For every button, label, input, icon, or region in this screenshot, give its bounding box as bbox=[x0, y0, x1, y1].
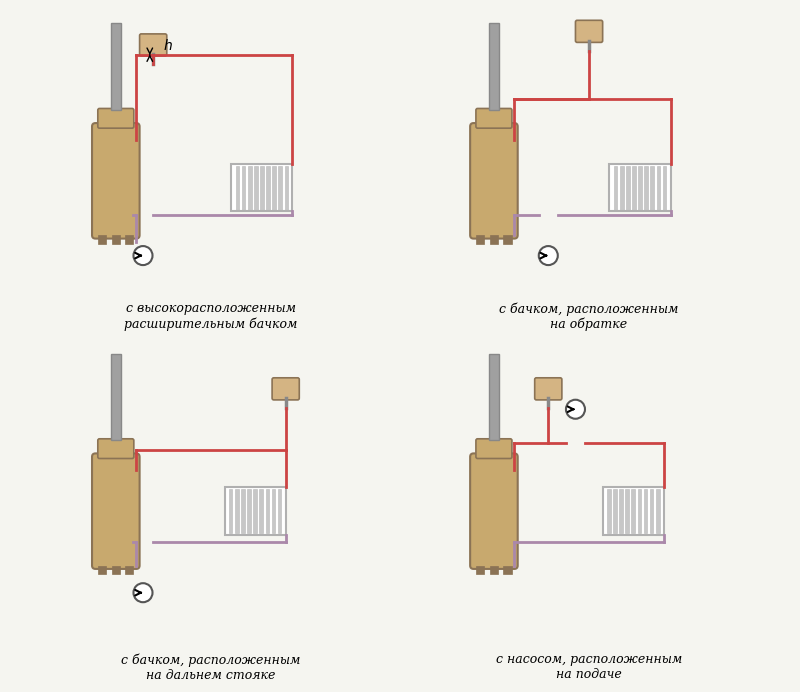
Text: с насосом, расположенным
на подаче: с насосом, расположенным на подаче bbox=[496, 653, 682, 682]
Bar bbox=[229, 489, 233, 534]
Bar bbox=[610, 164, 670, 212]
Bar bbox=[602, 487, 664, 535]
Text: с бачком, расположенным
на дальнем стояке: с бачком, расположенным на дальнем стояк… bbox=[122, 653, 301, 682]
Bar bbox=[650, 489, 654, 534]
Circle shape bbox=[538, 246, 558, 265]
Bar bbox=[112, 235, 120, 244]
Bar bbox=[236, 165, 239, 210]
Text: с бачком, расположенным
на обратке: с бачком, расположенным на обратке bbox=[499, 302, 678, 331]
Bar bbox=[489, 354, 499, 441]
Bar bbox=[638, 489, 641, 534]
Bar bbox=[476, 235, 485, 244]
Bar bbox=[248, 165, 251, 210]
Bar bbox=[272, 165, 276, 210]
Bar bbox=[619, 489, 623, 534]
Circle shape bbox=[134, 583, 153, 602]
FancyBboxPatch shape bbox=[476, 109, 512, 128]
Bar bbox=[225, 487, 286, 535]
Bar bbox=[126, 565, 134, 574]
Bar bbox=[631, 489, 635, 534]
Bar bbox=[242, 165, 246, 210]
Bar bbox=[272, 489, 275, 534]
Bar bbox=[476, 565, 485, 574]
Circle shape bbox=[566, 400, 585, 419]
Bar bbox=[260, 165, 264, 210]
FancyBboxPatch shape bbox=[139, 34, 166, 56]
FancyBboxPatch shape bbox=[470, 453, 518, 569]
Bar bbox=[614, 165, 618, 210]
FancyBboxPatch shape bbox=[92, 123, 139, 239]
FancyBboxPatch shape bbox=[98, 439, 134, 459]
Bar bbox=[489, 24, 499, 110]
Bar bbox=[503, 235, 511, 244]
Bar bbox=[626, 165, 630, 210]
Bar bbox=[657, 165, 660, 210]
Bar bbox=[650, 165, 654, 210]
Bar bbox=[98, 565, 106, 574]
Bar bbox=[620, 165, 623, 210]
Bar bbox=[503, 565, 511, 574]
Bar bbox=[259, 489, 263, 534]
Bar bbox=[607, 489, 610, 534]
Bar bbox=[231, 164, 293, 212]
FancyBboxPatch shape bbox=[272, 378, 299, 400]
Bar bbox=[98, 235, 106, 244]
Bar bbox=[285, 165, 288, 210]
FancyBboxPatch shape bbox=[476, 439, 512, 459]
Bar bbox=[235, 489, 238, 534]
Bar bbox=[110, 354, 121, 441]
FancyBboxPatch shape bbox=[470, 123, 518, 239]
Bar bbox=[266, 165, 270, 210]
Circle shape bbox=[134, 246, 153, 265]
FancyBboxPatch shape bbox=[92, 453, 139, 569]
Bar bbox=[241, 489, 245, 534]
FancyBboxPatch shape bbox=[534, 378, 562, 400]
Bar bbox=[266, 489, 269, 534]
Bar bbox=[656, 489, 659, 534]
Bar bbox=[278, 165, 282, 210]
Bar bbox=[626, 489, 629, 534]
Bar bbox=[254, 489, 257, 534]
Bar bbox=[632, 165, 636, 210]
Bar bbox=[644, 489, 647, 534]
FancyBboxPatch shape bbox=[98, 109, 134, 128]
Bar bbox=[247, 489, 251, 534]
Bar bbox=[254, 165, 258, 210]
Bar bbox=[278, 489, 282, 534]
Bar bbox=[112, 565, 120, 574]
Bar bbox=[110, 24, 121, 110]
Bar bbox=[126, 235, 134, 244]
FancyBboxPatch shape bbox=[575, 20, 602, 42]
Bar bbox=[613, 489, 617, 534]
Bar bbox=[490, 565, 498, 574]
Text: h: h bbox=[163, 39, 172, 53]
Bar bbox=[644, 165, 648, 210]
Text: с высокорасположенным
расширительным бачком: с высокорасположенным расширительным бач… bbox=[124, 302, 298, 331]
Bar bbox=[638, 165, 642, 210]
Bar bbox=[490, 235, 498, 244]
Bar bbox=[662, 165, 666, 210]
